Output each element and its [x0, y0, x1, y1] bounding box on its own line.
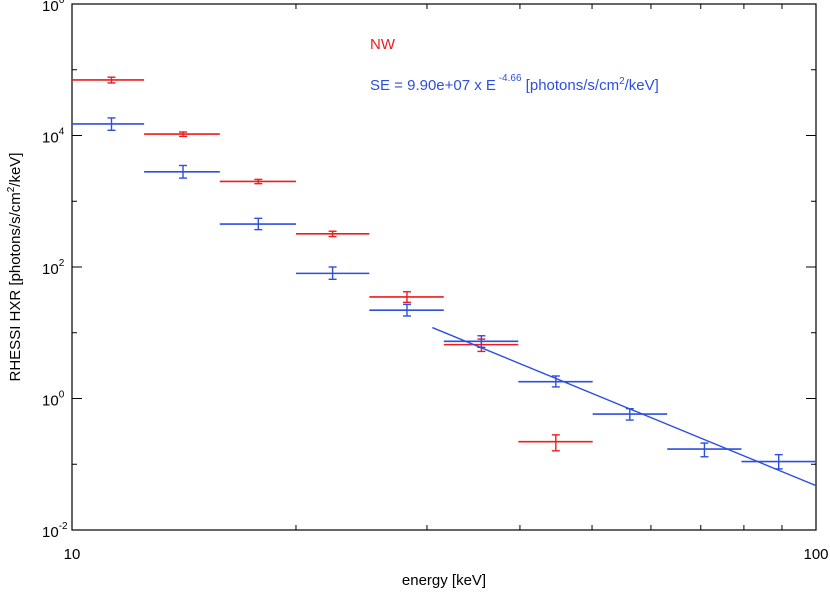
y-tick-label-exponent: 2 — [59, 258, 65, 269]
data-point-se — [369, 303, 444, 317]
data-point-se — [518, 375, 593, 388]
legend-se-units: [photons/s/cm — [522, 77, 620, 94]
data-point-se — [592, 407, 668, 421]
series-nw — [72, 76, 593, 452]
y-tick-label-base: 10 — [42, 393, 59, 410]
data-point-nw — [369, 291, 444, 304]
legend-nw: NW — [370, 36, 396, 53]
x-axis-title: energy [keV] — [402, 572, 486, 589]
y-tick-label: 102 — [42, 258, 65, 278]
y-tick-label-exponent: -2 — [59, 521, 68, 532]
y-axis-title-suffix: /keV] — [7, 153, 24, 187]
data-point-se — [295, 266, 370, 281]
y-tick-label: 104 — [42, 127, 65, 147]
data-point-se — [144, 164, 220, 179]
series-layer — [72, 76, 816, 470]
data-point-se — [741, 453, 816, 470]
y-tick-label: 10-2 — [42, 521, 68, 541]
y-tick-label-base: 10 — [42, 130, 59, 147]
se-power-law-fit-line — [432, 326, 816, 487]
data-point-se — [72, 117, 145, 131]
y-tick-label-exponent: 0 — [59, 390, 65, 401]
data-point-nw — [295, 230, 370, 238]
x-tick-label: 100 — [803, 546, 828, 563]
x-tick-label: 10 — [64, 546, 81, 563]
legend-se: SE = 9.90e+07 x E -4.66 [photons/s/cm2/k… — [370, 73, 659, 94]
y-tick-label-exponent: 4 — [59, 127, 65, 138]
data-point-se — [219, 217, 296, 231]
y-tick-label-base: 10 — [42, 261, 59, 278]
data-point-nw — [219, 178, 296, 185]
axis-ticks — [71, 3, 817, 531]
legend-se-exponent: -4.66 — [496, 73, 522, 84]
y-axis-title-prefix: RHESSI HXR [photons/s/cm — [7, 192, 24, 381]
y-axis-title: RHESSI HXR [photons/s/cm2/keV] — [6, 153, 24, 382]
y-axis-title-sup: 2 — [6, 186, 17, 192]
y-tick-label-base: 10 — [42, 524, 59, 541]
data-point-nw — [518, 434, 593, 452]
y-tick-label-exponent: 6 — [59, 0, 65, 6]
legend-se-formula: SE = 9.90e+07 x E — [370, 77, 496, 94]
legend-se-units-suffix: /keV] — [625, 77, 659, 94]
y-tick-label-base: 10 — [42, 0, 59, 15]
legend-se-units-sup: 2 — [619, 76, 625, 87]
data-point-nw — [72, 76, 145, 84]
y-tick-label: 106 — [42, 0, 65, 15]
series-se — [72, 117, 816, 470]
y-tick-label: 100 — [42, 390, 65, 410]
data-point-nw — [144, 131, 220, 138]
